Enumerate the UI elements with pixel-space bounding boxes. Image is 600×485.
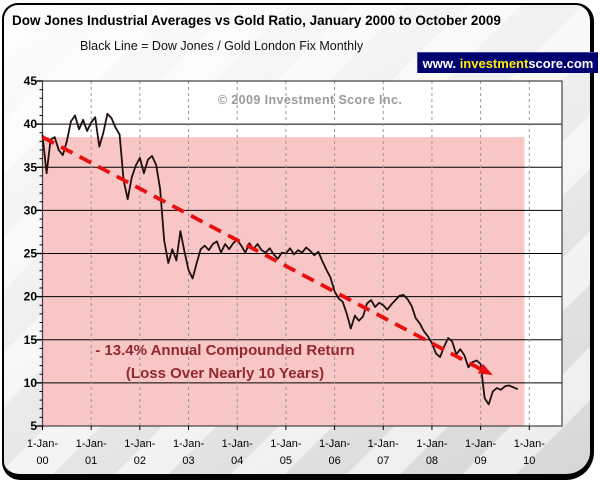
x-tick-label-year: 10 bbox=[523, 455, 535, 467]
x-tick-label: 1-Jan- bbox=[27, 438, 59, 450]
copyright-watermark: © 2009 Investment Score Inc. bbox=[217, 93, 403, 107]
ratio-data-line bbox=[41, 112, 518, 406]
y-tick-label: 35 bbox=[24, 160, 38, 174]
x-tick-label-year: 00 bbox=[36, 455, 48, 467]
y-tick-label: 15 bbox=[24, 333, 38, 347]
x-tick-label: 1-Jan- bbox=[319, 438, 351, 450]
y-tick-label: 10 bbox=[24, 376, 38, 390]
y-tick-label: 30 bbox=[24, 203, 38, 217]
trend-arrowhead bbox=[477, 363, 493, 376]
x-tick-label-year: 03 bbox=[182, 455, 194, 467]
loss-region bbox=[42, 137, 525, 426]
x-tick-label-year: 09 bbox=[474, 455, 486, 467]
x-tick-label: 1-Jan- bbox=[368, 438, 400, 450]
y-tick-label: 5 bbox=[30, 419, 37, 433]
website-badge[interactable]: www. investment score.com bbox=[417, 52, 598, 73]
y-tick-label: 20 bbox=[24, 290, 38, 304]
x-tick-label: 1-Jan- bbox=[416, 438, 448, 450]
x-tick-label-year: 04 bbox=[231, 455, 243, 467]
x-tick-label: 1-Jan- bbox=[124, 438, 156, 450]
x-tick-label: 1-Jan- bbox=[222, 438, 254, 450]
x-tick-label: 1-Jan- bbox=[465, 438, 497, 450]
return-annotation: - 13.4% Annual Compounded Return (Loss O… bbox=[55, 339, 395, 385]
badge-highlight: investment bbox=[459, 55, 529, 71]
badge-rest: score.com bbox=[528, 55, 594, 71]
x-tick-label-year: 08 bbox=[426, 455, 438, 467]
y-tick-label: 40 bbox=[24, 117, 38, 131]
x-tick-label: 1-Jan- bbox=[76, 438, 108, 450]
annotation-line2: (Loss Over Nearly 10 Years) bbox=[125, 365, 325, 382]
chart-subtitle: Black Line = Dow Jones / Gold London Fix… bbox=[80, 39, 364, 53]
x-tick-label: 1-Jan- bbox=[173, 438, 205, 450]
x-tick-label: 1-Jan- bbox=[270, 438, 302, 450]
x-tick-label-year: 06 bbox=[328, 455, 340, 467]
annotation-line1: - 13.4% Annual Compounded Return bbox=[95, 342, 355, 359]
x-tick-label-year: 05 bbox=[280, 455, 292, 467]
x-tick-label-year: 07 bbox=[377, 455, 389, 467]
badge-www: www. bbox=[422, 55, 460, 71]
y-tick-label: 25 bbox=[24, 247, 38, 261]
x-tick-label: 1-Jan- bbox=[514, 438, 546, 450]
chart-title: Dow Jones Industrial Averages vs Gold Ra… bbox=[12, 13, 501, 28]
y-tick-label: 45 bbox=[24, 74, 38, 88]
x-tick-label-year: 01 bbox=[85, 455, 97, 467]
x-tick-label-year: 02 bbox=[134, 455, 146, 467]
